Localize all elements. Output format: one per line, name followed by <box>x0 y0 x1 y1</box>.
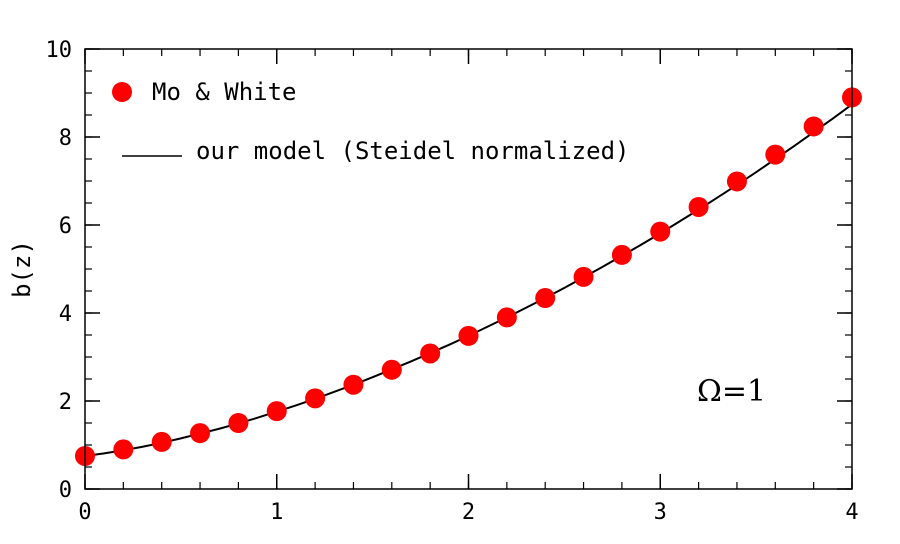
x-tick-label: 1 <box>270 500 283 525</box>
x-tick-label: 0 <box>78 500 91 525</box>
y-tick-label: 0 <box>59 478 72 503</box>
x-tick-label: 3 <box>654 500 667 525</box>
data-point <box>420 343 441 364</box>
data-point <box>266 401 287 422</box>
data-point <box>803 116 824 137</box>
y-tick-label: 10 <box>46 38 73 63</box>
ticks-layer <box>84 48 853 490</box>
x-axis-title: z <box>461 531 475 539</box>
legend-marker-mo-white <box>112 82 132 102</box>
labels-layer: 0 1 2 3 4 0 2 4 6 8 10 <box>46 38 859 525</box>
legend-label-model: our model (Steidel normalized) <box>196 137 629 165</box>
data-point <box>496 307 517 328</box>
x-tick-label: 4 <box>845 500 858 525</box>
legend: Mo & White our model (Steidel normalized… <box>112 78 629 165</box>
y-tick-label: 8 <box>59 126 72 151</box>
data-point <box>458 325 479 346</box>
data-point <box>726 171 747 192</box>
data-point <box>381 359 402 380</box>
y-tick-label: 6 <box>59 214 72 239</box>
plot-frame <box>84 48 853 490</box>
x-tick-label: 2 <box>462 500 475 525</box>
data-point <box>305 388 326 409</box>
data-point <box>228 413 249 433</box>
omega-annotation: Ω=1 <box>697 374 766 409</box>
data-point <box>113 439 134 460</box>
data-point <box>151 431 172 452</box>
data-point <box>611 244 632 265</box>
y-tick-label: 2 <box>59 390 72 415</box>
y-axis-title: b(z) <box>8 240 36 298</box>
data-point <box>190 423 211 444</box>
data-point <box>343 374 364 395</box>
y-tick-label: 4 <box>59 302 72 327</box>
data-point <box>765 144 786 165</box>
data-point <box>688 196 709 217</box>
legend-label-mo-white: Mo & White <box>152 78 297 106</box>
data-point <box>650 221 671 242</box>
points-layer <box>75 87 862 466</box>
data-point <box>535 288 556 309</box>
data-point <box>573 266 594 287</box>
